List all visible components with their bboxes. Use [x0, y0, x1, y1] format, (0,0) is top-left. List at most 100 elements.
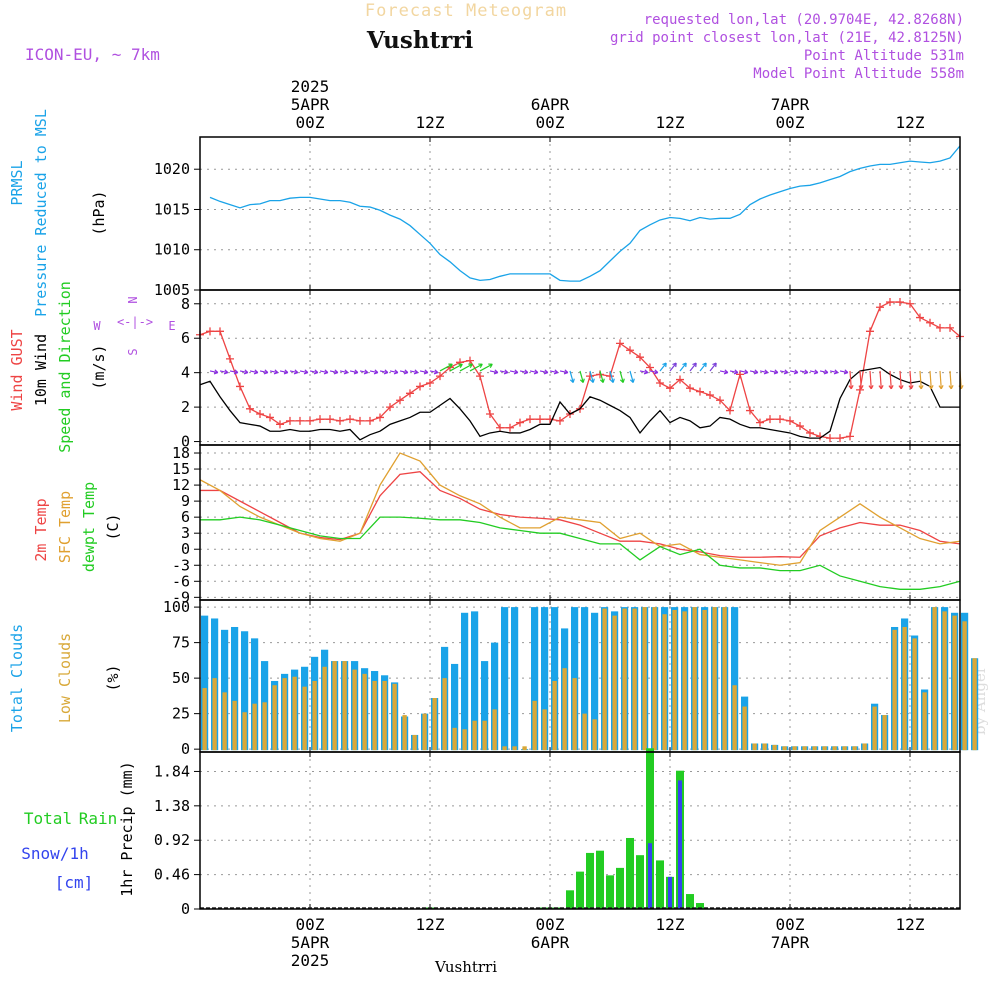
low-cloud-bar	[652, 607, 657, 751]
wind-arrow-head	[343, 369, 349, 375]
wind-arrow-head	[723, 369, 729, 375]
wind-arrow	[459, 363, 473, 372]
wind-arrow	[909, 370, 912, 389]
wind-line	[199, 366, 960, 441]
low-cloud-bar	[852, 746, 857, 751]
y-tick-label: 12	[172, 476, 190, 494]
point-altitude: Point Altitude 531m	[804, 48, 964, 64]
gust-point	[806, 428, 814, 437]
total-cloud-bar	[471, 611, 479, 751]
wind-arrow-head	[928, 385, 934, 390]
rain-bar	[606, 875, 614, 909]
low-cloud-bar	[962, 621, 967, 751]
wind-arrow	[389, 370, 398, 374]
gust-point	[246, 404, 254, 413]
wind-arrow-head	[619, 378, 625, 383]
gust-point	[326, 415, 334, 424]
wind-arrow-head	[898, 385, 904, 390]
panel-frame-temp	[199, 444, 961, 601]
wind-arrow	[569, 370, 574, 383]
gust-point	[216, 327, 224, 336]
low-cloud-bar	[342, 661, 347, 751]
rain-bar	[656, 860, 664, 909]
compass-n: N	[126, 296, 140, 303]
gust-point	[396, 396, 404, 405]
gust-point	[366, 416, 374, 425]
low-cloud-bar	[902, 626, 907, 751]
low-cloud-bar	[332, 661, 337, 751]
wind-arrow	[829, 370, 838, 374]
wind-arrow-head	[813, 369, 819, 375]
dewpt-line	[200, 516, 961, 590]
low-cloud-bar	[792, 746, 797, 751]
total-cloud-bar	[451, 663, 459, 751]
low-cloud-bar	[772, 744, 777, 751]
wind-arrow-head	[213, 369, 219, 375]
low-cloud-bar	[762, 743, 767, 751]
gust-point	[666, 384, 674, 393]
wind-arrow-head	[263, 369, 269, 375]
gust-point	[386, 403, 394, 412]
y-tick-label: 2	[181, 398, 190, 416]
wind-arrow-head	[938, 385, 944, 390]
gust-point	[266, 413, 274, 422]
y-tick-label: 0	[181, 900, 190, 918]
wind-arrow-head	[803, 369, 809, 375]
wind-arrow-head	[858, 385, 864, 390]
wind-arrow-head	[662, 362, 667, 368]
wind-arrow-head	[589, 378, 595, 383]
temp2m-label: 2m Temp	[32, 498, 50, 561]
gust-point	[406, 389, 414, 398]
wind-arrow	[589, 370, 594, 383]
wind-arrow	[879, 370, 882, 389]
wind-arrow	[729, 370, 738, 374]
low-cloud-bar	[842, 746, 847, 751]
low-cloud-bar	[922, 692, 927, 751]
total-cloud-bar	[541, 607, 549, 751]
y-tick-label: 18	[172, 444, 190, 462]
y-tick-label: 8	[181, 295, 190, 313]
wind-arrow-head	[609, 378, 615, 383]
rain-bar	[616, 867, 624, 909]
low-cloud-bar	[212, 678, 217, 751]
wind-arrow-head	[533, 369, 539, 375]
wind-arrow-head	[569, 378, 575, 383]
wind-arrow	[249, 370, 258, 374]
gust-point	[676, 375, 684, 384]
wind-arrow	[439, 363, 453, 372]
model-label: ICON-EU, ~ 7km	[25, 45, 160, 64]
top-time-label: 12Z	[416, 113, 445, 132]
wind-arrow	[849, 370, 852, 389]
low-cloud-bar	[722, 607, 727, 751]
y-tick-label: 0	[181, 740, 190, 758]
wind-arrow	[749, 370, 758, 374]
wind-arrow	[699, 362, 707, 372]
rain-bar	[646, 748, 654, 909]
wind-arrow-head	[833, 369, 839, 375]
wind-arrow	[529, 370, 538, 374]
rain-bar	[636, 855, 644, 909]
wind-arrow-head	[793, 369, 799, 375]
rain-bar	[686, 894, 694, 909]
wind-arrow	[339, 370, 348, 374]
gust-point	[726, 406, 734, 415]
top-time-label: 12Z	[896, 113, 925, 132]
y-tick-label: 3	[181, 524, 190, 542]
total-cloud-bar	[531, 607, 539, 751]
wind-arrow-head	[823, 369, 829, 375]
low-cloud-bar	[282, 678, 287, 751]
low-cloud-bar	[492, 709, 497, 751]
panel-frame-wind	[199, 289, 961, 446]
y-tick-label: 0.92	[154, 831, 190, 849]
wind-arrow-head	[393, 369, 399, 375]
snow-bar	[668, 876, 672, 909]
snow-label: Snow/1h	[21, 844, 88, 863]
gust-point	[866, 327, 874, 336]
y-tick-label: 1.84	[154, 762, 190, 780]
rain-bar	[566, 890, 574, 909]
gust-point	[346, 415, 354, 424]
y-tick-label: 1010	[154, 241, 190, 259]
low-cloud-bar	[642, 607, 647, 751]
total-cloud-bar	[581, 607, 589, 751]
wind-arrow-head	[413, 369, 419, 375]
